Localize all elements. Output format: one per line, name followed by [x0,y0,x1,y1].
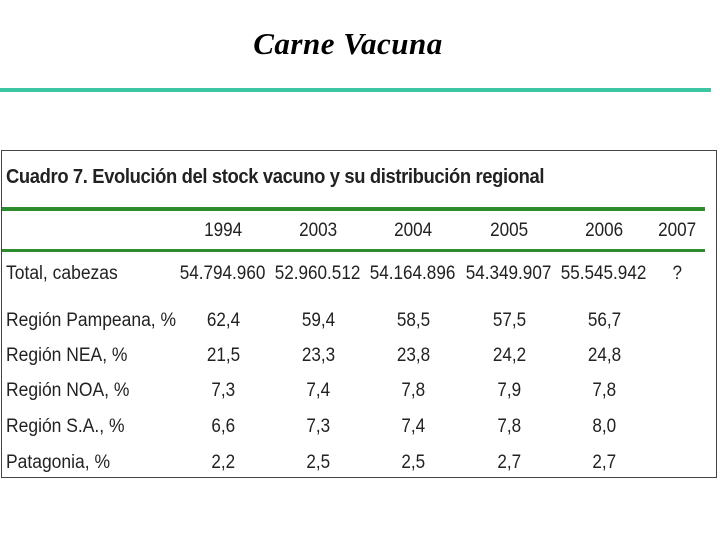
table-cell: 59,4 [301,310,335,331]
title-divider [0,88,711,92]
table-cell: 2,5 [401,452,425,473]
table-top-rule [2,207,705,211]
column-header-2007: 2007 [657,220,697,241]
table-cell: 7,4 [401,416,425,437]
table-cell: 54.349.907 [466,263,552,284]
column-header-2005: 2005 [489,220,529,241]
row-label-sa: Región S.A., % [6,416,125,437]
row-label-patagonia: Patagonia, % [6,452,110,473]
table-cell: 52.960.512 [275,263,361,284]
table-cell [629,451,720,475]
table-cell: 2,7 [592,452,616,473]
slide-title: Carne Vacuna [253,26,443,61]
table-cell: 6,6 [211,416,235,437]
stock-table: Cuadro 7. Evolución del stock vacuno y s… [1,150,717,478]
table-cell: 23,3 [301,345,335,366]
table-cell: 24,2 [492,345,526,366]
table-cell: 7,4 [306,380,330,401]
table-cell: 54.794.960 [180,263,266,284]
table-caption: Cuadro 7. Evolución del stock vacuno y s… [6,166,545,188]
column-header-1994: 1994 [203,220,243,241]
table-cell: 7,3 [211,380,235,401]
table-cell: 56,7 [587,310,621,331]
table-cell: 24,8 [587,345,621,366]
row-label-total: Total, cabezas [6,263,118,284]
table-cell: 7,9 [497,380,521,401]
column-header-2006: 2006 [584,220,624,241]
table-cell: 2,7 [497,452,521,473]
table-cell: 21,5 [206,345,240,366]
table-cell: ? [672,263,682,284]
table-cell: 7,3 [306,416,330,437]
table-cell: 55.545.942 [561,263,647,284]
column-header-2004: 2004 [393,220,433,241]
table-cell [629,344,720,368]
row-label-noa: Región NOA, % [6,380,130,401]
table-cell: 23,8 [396,345,430,366]
table-header-rule [2,249,705,252]
table-cell [629,379,720,403]
table-cell [629,415,720,439]
table-cell [629,309,720,333]
table-cell: 54.164.896 [370,263,456,284]
table-cell: 7,8 [401,380,425,401]
table-cell: 7,8 [497,416,521,437]
column-header-2003: 2003 [298,220,338,241]
table-cell: 58,5 [396,310,430,331]
table-cell: 8,0 [592,416,616,437]
table-cell: 62,4 [206,310,240,331]
table-cell: 57,5 [492,310,526,331]
table-cell: 2,2 [211,452,235,473]
row-label-pampeana: Región Pampeana, % [6,310,177,331]
table-cell: 2,5 [306,452,330,473]
table-cell: 7,8 [592,380,616,401]
row-label-nea: Región NEA, % [6,345,128,366]
